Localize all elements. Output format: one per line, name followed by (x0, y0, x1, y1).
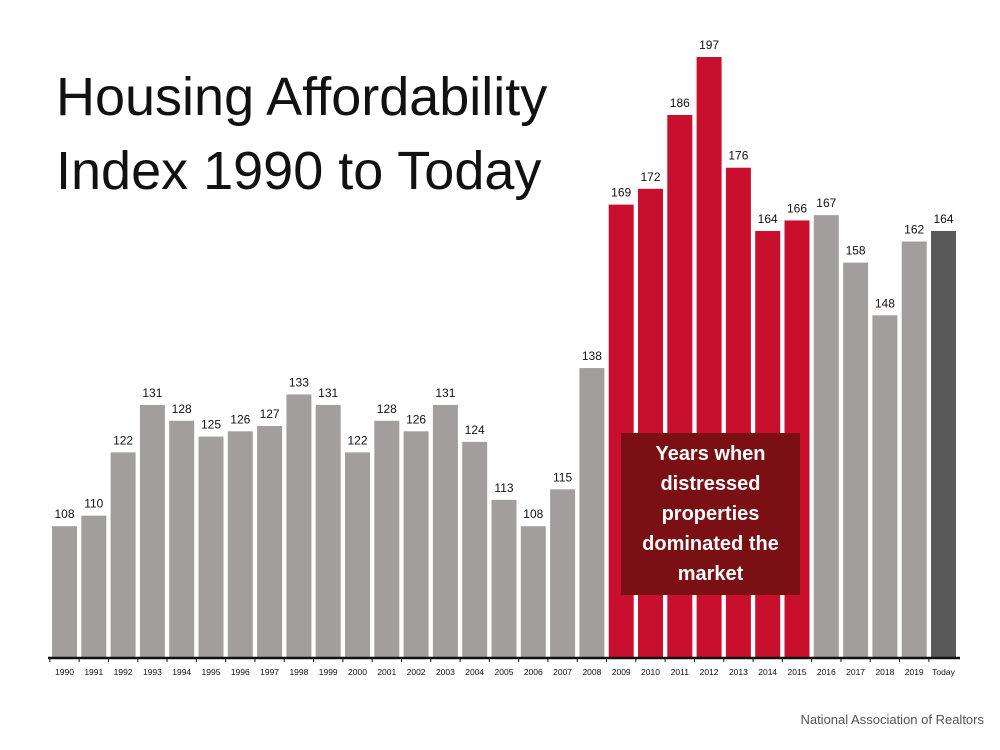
value-label-2002: 126 (406, 412, 426, 426)
bar-1999 (315, 404, 341, 658)
value-label-2007: 115 (553, 470, 572, 484)
tick-label-2006: 2006 (524, 667, 543, 677)
tick-label-2001: 2001 (377, 667, 396, 677)
tick-label-2017: 2017 (846, 667, 865, 677)
value-label-1997: 127 (260, 407, 280, 421)
value-label-Today: 164 (933, 212, 953, 226)
bar-1997 (257, 426, 283, 658)
tick-label-2007: 2007 (553, 667, 572, 677)
tick-label-2013: 2013 (729, 667, 748, 677)
tick-label-2019: 2019 (905, 667, 924, 677)
value-label-2005: 113 (494, 481, 513, 495)
value-label-2013: 176 (728, 149, 748, 163)
tick-label-2004: 2004 (465, 667, 484, 677)
value-label-2017: 158 (846, 244, 866, 258)
bar-2003 (432, 404, 458, 658)
bar-1993 (139, 404, 165, 658)
tick-label-2016: 2016 (817, 667, 836, 677)
value-label-2008: 138 (582, 349, 602, 363)
tick-label-2011: 2011 (671, 667, 690, 677)
value-label-1992: 122 (113, 433, 133, 447)
tick-label-2000: 2000 (348, 667, 367, 677)
value-label-1990: 108 (54, 507, 74, 521)
bar-1996 (227, 431, 253, 658)
bar-2018 (872, 315, 898, 658)
tick-label-2003: 2003 (436, 667, 455, 677)
bar-2006 (520, 526, 546, 658)
value-label-2001: 128 (377, 402, 397, 416)
tick-label-1990: 1990 (55, 667, 74, 677)
bar-2002 (403, 431, 429, 658)
tick-label-1996: 1996 (231, 667, 250, 677)
bar-1998 (286, 394, 312, 658)
value-label-2016: 167 (816, 196, 836, 210)
tick-label-2009: 2009 (612, 667, 631, 677)
value-label-2019: 162 (904, 223, 924, 237)
value-label-2018: 148 (875, 296, 895, 310)
tick-label-1997: 1997 (260, 667, 279, 677)
value-label-2006: 108 (523, 507, 543, 521)
value-label-2000: 122 (347, 433, 367, 447)
value-label-1998: 133 (289, 375, 309, 389)
tick-label-1999: 1999 (319, 667, 338, 677)
tick-label-1991: 1991 (84, 667, 103, 677)
bar-Today (931, 230, 956, 658)
tick-label-2018: 2018 (875, 667, 894, 677)
bar-1992 (110, 452, 136, 658)
tick-label-2012: 2012 (700, 667, 719, 677)
value-label-1991: 110 (84, 497, 103, 511)
chart-title: Housing Affordability Index 1990 to Toda… (56, 67, 548, 201)
bar-2019 (901, 241, 927, 658)
value-label-1995: 125 (201, 418, 221, 432)
tick-label-1993: 1993 (143, 667, 162, 677)
value-label-2009: 169 (611, 186, 631, 200)
tick-label-2002: 2002 (407, 667, 426, 677)
bar-2016 (813, 215, 839, 658)
tick-label-1992: 1992 (114, 667, 133, 677)
bar-1994 (169, 420, 195, 658)
value-label-2004: 124 (465, 423, 485, 437)
tick-label-1994: 1994 (172, 667, 191, 677)
tick-label-2015: 2015 (788, 667, 807, 677)
bar-2008 (579, 368, 605, 658)
distressed-years-callout: Years when distressed properties dominat… (621, 433, 800, 595)
value-label-1999: 131 (318, 386, 338, 400)
bar-1995 (198, 436, 224, 658)
value-label-1993: 131 (142, 386, 162, 400)
value-label-1994: 128 (172, 402, 192, 416)
bar-2004 (462, 441, 488, 658)
value-label-2014: 164 (758, 212, 778, 226)
tick-label-2010: 2010 (641, 667, 660, 677)
source-credit: National Association of Realtors (800, 712, 984, 727)
bar-2000 (345, 452, 370, 658)
tick-label-Today: Today (932, 667, 955, 677)
value-label-2003: 131 (435, 386, 455, 400)
value-label-1996: 126 (230, 412, 250, 426)
tick-label-1995: 1995 (202, 667, 221, 677)
value-label-2010: 172 (640, 170, 660, 184)
bar-1991 (81, 515, 107, 658)
tick-label-1998: 1998 (289, 667, 308, 677)
bar-2005 (491, 499, 517, 658)
bar-2017 (843, 262, 869, 658)
value-label-2011: 186 (670, 96, 690, 110)
bar-2007 (550, 489, 576, 658)
bar-2001 (374, 420, 400, 658)
value-label-2015: 166 (787, 201, 807, 215)
value-label-2012: 197 (699, 38, 719, 52)
tick-label-2008: 2008 (582, 667, 601, 677)
bar-1990 (52, 526, 77, 658)
tick-label-2014: 2014 (758, 667, 777, 677)
tick-label-2005: 2005 (495, 667, 514, 677)
